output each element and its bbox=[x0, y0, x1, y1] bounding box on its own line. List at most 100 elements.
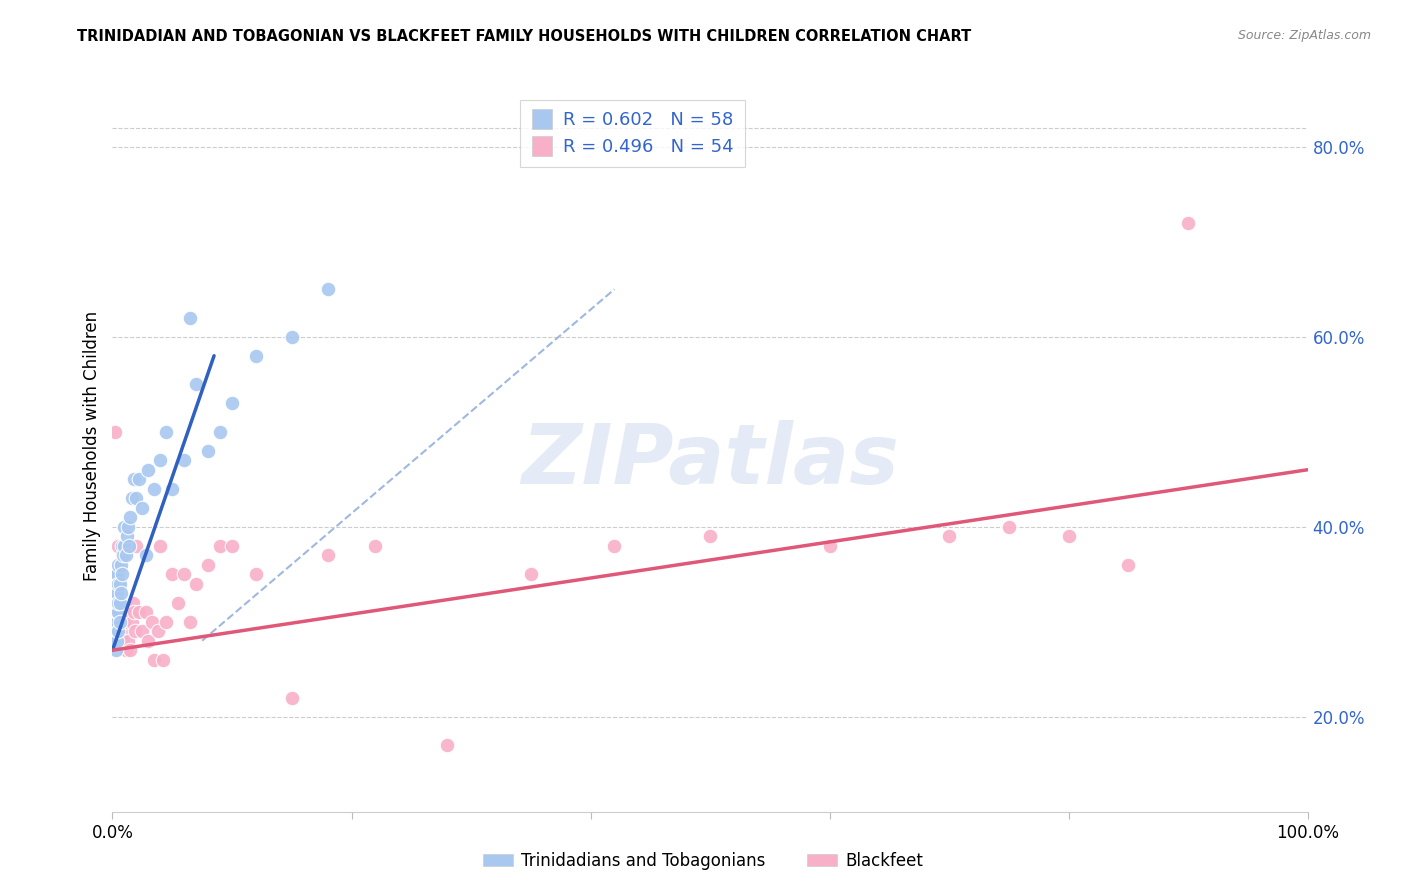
Point bbox=[105, 596, 128, 610]
Point bbox=[108, 596, 131, 610]
Point bbox=[105, 615, 128, 629]
Text: Source: ZipAtlas.com: Source: ZipAtlas.com bbox=[1237, 29, 1371, 43]
Text: ZIPatlas: ZIPatlas bbox=[522, 420, 898, 501]
Point bbox=[107, 576, 129, 591]
Point bbox=[149, 453, 172, 467]
Point bbox=[105, 605, 128, 619]
Point bbox=[112, 633, 135, 648]
Point bbox=[105, 615, 128, 629]
Point bbox=[110, 558, 132, 572]
Point bbox=[112, 548, 135, 562]
Point bbox=[146, 624, 169, 639]
Point bbox=[105, 605, 128, 619]
Point bbox=[114, 548, 136, 562]
Point bbox=[108, 605, 131, 619]
Point bbox=[520, 567, 543, 582]
Point bbox=[173, 567, 195, 582]
Point bbox=[105, 567, 128, 582]
Point bbox=[118, 539, 141, 553]
Point bbox=[105, 567, 128, 582]
Point bbox=[103, 615, 125, 629]
Point bbox=[179, 615, 201, 629]
Point bbox=[105, 576, 128, 591]
Point bbox=[179, 310, 201, 325]
Point bbox=[105, 643, 128, 657]
Point bbox=[173, 453, 195, 467]
Point bbox=[121, 615, 143, 629]
Point bbox=[938, 529, 960, 543]
Point bbox=[155, 425, 177, 439]
Point bbox=[281, 690, 304, 705]
Point bbox=[603, 539, 626, 553]
Point bbox=[155, 615, 177, 629]
Point bbox=[103, 596, 125, 610]
Point bbox=[221, 539, 243, 553]
Point bbox=[105, 633, 128, 648]
Y-axis label: Family Households with Children: Family Households with Children bbox=[83, 311, 101, 581]
Point bbox=[118, 605, 141, 619]
Point bbox=[162, 482, 183, 496]
Point bbox=[138, 633, 160, 648]
Point bbox=[209, 425, 232, 439]
Point bbox=[104, 567, 127, 582]
Point bbox=[245, 349, 267, 363]
Point bbox=[152, 653, 174, 667]
Point bbox=[128, 605, 150, 619]
Point bbox=[115, 605, 138, 619]
Point bbox=[141, 615, 163, 629]
Point bbox=[197, 558, 219, 572]
Point bbox=[436, 738, 458, 752]
Point bbox=[149, 539, 172, 553]
Point bbox=[209, 539, 232, 553]
Point bbox=[107, 539, 129, 553]
Point bbox=[120, 643, 142, 657]
Point bbox=[135, 548, 157, 562]
Point bbox=[122, 605, 145, 619]
Point bbox=[114, 615, 135, 629]
Point bbox=[105, 586, 128, 600]
Point bbox=[103, 633, 125, 648]
Point bbox=[162, 567, 183, 582]
Point bbox=[114, 520, 135, 534]
Point bbox=[114, 539, 135, 553]
Point bbox=[115, 529, 138, 543]
Point bbox=[135, 605, 157, 619]
Point bbox=[111, 539, 134, 553]
Point bbox=[138, 463, 160, 477]
Point bbox=[117, 633, 139, 648]
Point bbox=[114, 643, 136, 657]
Point bbox=[105, 596, 128, 610]
Point bbox=[186, 576, 208, 591]
Text: TRINIDADIAN AND TOBAGONIAN VS BLACKFEET FAMILY HOUSEHOLDS WITH CHILDREN CORRELAT: TRINIDADIAN AND TOBAGONIAN VS BLACKFEET … bbox=[77, 29, 972, 45]
Point bbox=[281, 330, 304, 344]
Point bbox=[1057, 529, 1080, 543]
Point bbox=[699, 529, 721, 543]
Point bbox=[105, 624, 128, 639]
Point bbox=[107, 605, 129, 619]
Point bbox=[1177, 216, 1199, 230]
Point bbox=[124, 624, 146, 639]
Point bbox=[818, 539, 841, 553]
Point bbox=[117, 520, 139, 534]
Point bbox=[104, 586, 127, 600]
Point bbox=[143, 653, 166, 667]
Point bbox=[103, 615, 125, 629]
Point bbox=[110, 586, 132, 600]
Point bbox=[316, 548, 339, 562]
Point bbox=[121, 596, 143, 610]
Point bbox=[128, 472, 150, 486]
Point bbox=[107, 558, 129, 572]
Point bbox=[245, 567, 267, 582]
Point bbox=[364, 539, 387, 553]
Legend: R = 0.602   N = 58, R = 0.496   N = 54: R = 0.602 N = 58, R = 0.496 N = 54 bbox=[520, 100, 745, 167]
Point bbox=[186, 377, 208, 392]
Point bbox=[131, 500, 153, 515]
Point bbox=[104, 425, 127, 439]
Point bbox=[107, 624, 129, 639]
Point bbox=[120, 510, 142, 524]
Point bbox=[316, 282, 339, 296]
Point bbox=[111, 624, 134, 639]
Point bbox=[108, 615, 131, 629]
Point bbox=[108, 576, 131, 591]
Point bbox=[110, 615, 132, 629]
